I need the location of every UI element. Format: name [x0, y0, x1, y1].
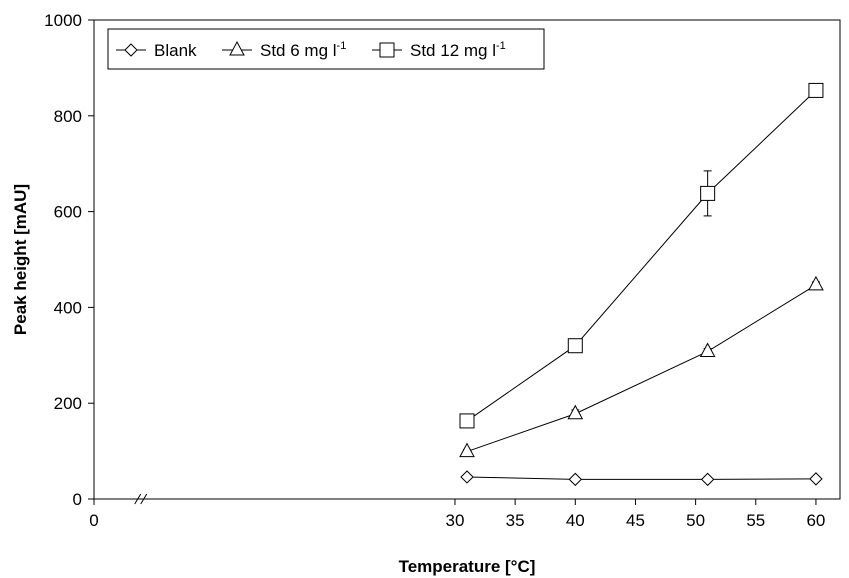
y-tick-label: 400: [54, 298, 82, 317]
legend-label: Blank: [154, 41, 197, 60]
x-tick-label: 0: [89, 511, 98, 530]
legend-label: Std 6 mg l-1: [260, 40, 346, 60]
series-2: [459, 275, 824, 458]
triangle-marker: [567, 404, 584, 420]
x-tick-label: 35: [506, 511, 525, 530]
series-3: [459, 82, 824, 429]
plot-frame: [93, 19, 841, 500]
legend-label-superscript: -1: [496, 40, 506, 52]
y-tick-label: 600: [54, 203, 82, 222]
series-1: [460, 470, 823, 487]
square-marker: [567, 338, 583, 354]
diamond-marker: [124, 43, 138, 57]
axis-break-mark: [140, 493, 148, 505]
x-tick-label: 50: [686, 511, 705, 530]
diamond-marker: [809, 472, 823, 486]
axis-break-mark: [134, 493, 142, 505]
diamond-marker: [568, 472, 582, 487]
x-tick-label: 55: [746, 511, 765, 530]
diamond-marker: [700, 472, 715, 487]
triangle-marker: [459, 442, 475, 458]
series-line: [466, 284, 817, 453]
axes: 0 200 400 600 800 1000 0 30 35 40 45 50 55 60: [44, 11, 841, 530]
triangle-marker: [229, 40, 245, 56]
x-tick-label: 45: [626, 511, 645, 530]
series-line: [466, 90, 817, 422]
y-tick-label: 1000: [44, 11, 82, 30]
triangle-marker: [699, 342, 716, 357]
y-tick-label: 0: [73, 490, 82, 509]
series-line: [466, 476, 816, 480]
legend-label: Std 12 mg l-1: [410, 40, 506, 60]
y-tick-label: 200: [54, 394, 82, 413]
square-marker: [808, 82, 824, 98]
square-marker: [379, 42, 395, 58]
triangle-marker: [808, 275, 824, 291]
x-tick-label: 40: [566, 511, 585, 530]
y-axis-title: Peak height [mAU]: [11, 184, 30, 335]
series-group: [459, 82, 824, 487]
square-marker: [459, 413, 475, 429]
y-tick-label: 800: [54, 107, 82, 126]
x-tick-label: 60: [806, 511, 825, 530]
legend-label-superscript: -1: [337, 40, 347, 52]
x-tick-label: 30: [446, 511, 465, 530]
legend: Blank Std 6 mg l-1 Std 12 mg l-1: [107, 28, 545, 70]
diamond-marker: [460, 470, 474, 484]
x-axis-title: Temperature [°C]: [399, 557, 536, 576]
legend-box: [107, 28, 545, 70]
square-marker: [700, 185, 716, 201]
